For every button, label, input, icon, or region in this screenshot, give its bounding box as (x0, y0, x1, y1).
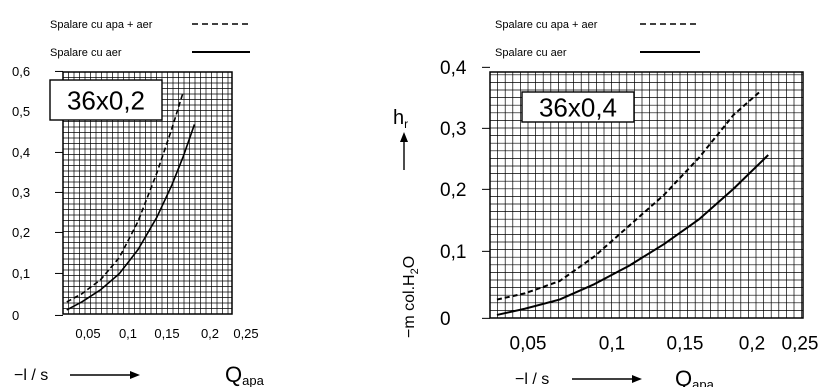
x-quantity-subscript: apa (242, 373, 264, 387)
y-unit-end: O (401, 256, 418, 268)
label-box-text: 36x0,2 (67, 85, 145, 115)
y-quantity-label: hr (393, 107, 408, 131)
label-box-text: 36x0,4 (539, 92, 617, 122)
y-tick-label: 0,2 (12, 225, 30, 240)
y-tick-label: 0,4 (12, 145, 30, 160)
x-axis-arrowhead (632, 375, 642, 383)
x-quantity-label: Qapa (675, 366, 715, 387)
x-unit-label: −l / s (14, 367, 48, 384)
chart-36x0-4: Spalare cu apa + aer Spalare cu aer 0 0,1 0,… (393, 19, 818, 387)
series-line-aer (67, 124, 195, 310)
x-tick-label: 0,05 (75, 326, 100, 341)
y-quantity-subscript: r (404, 117, 408, 131)
x-tick-label: 0,15 (154, 326, 179, 341)
y-tick-label: 0,1 (440, 242, 466, 263)
legend-label: Spalare cu aer (495, 47, 567, 59)
y-unit-label: −m col.H2O (401, 256, 421, 338)
y-tick-label: 0,4 (440, 58, 467, 79)
y-tick-label: 0,6 (12, 64, 30, 79)
x-axis-arrowhead (130, 371, 140, 379)
x-tick-label: 0,25 (782, 333, 819, 354)
x-tick-label: 0,1 (119, 326, 137, 341)
legend-label: Spalare cu apa + aer (50, 19, 153, 31)
y-axis-arrowhead (400, 132, 408, 142)
y-tick-label: 0,3 (440, 119, 466, 140)
series-line-aer (497, 155, 768, 315)
y-tick-label: 0 (440, 309, 451, 330)
x-tick-label: 0,05 (510, 333, 547, 354)
x-unit-label: −l / s (515, 371, 549, 387)
x-quantity-label: Qapa (225, 362, 265, 387)
y-tick-label: 0,3 (12, 185, 30, 200)
x-tick-label: 0,25 (233, 326, 258, 341)
y-tick-label: 0 (12, 308, 19, 323)
y-tick-label: 0,2 (440, 180, 466, 201)
legend-label: Spalare cu apa + aer (495, 19, 598, 31)
x-tick-label: 0,1 (599, 333, 625, 354)
x-tick-label: 0,15 (667, 333, 704, 354)
x-quantity-subscript: apa (692, 377, 714, 387)
chart-36x0-2: Spalare cu apa + aer Spalare cu aer 0 0,1 0,… (12, 19, 265, 387)
x-tick-label: 0,2 (739, 333, 765, 354)
legend-label: Spalare cu aer (50, 47, 122, 59)
y-tick-label: 0,5 (12, 104, 30, 119)
y-tick-label: 0,1 (12, 266, 30, 281)
x-tick-label: 0,2 (201, 326, 219, 341)
